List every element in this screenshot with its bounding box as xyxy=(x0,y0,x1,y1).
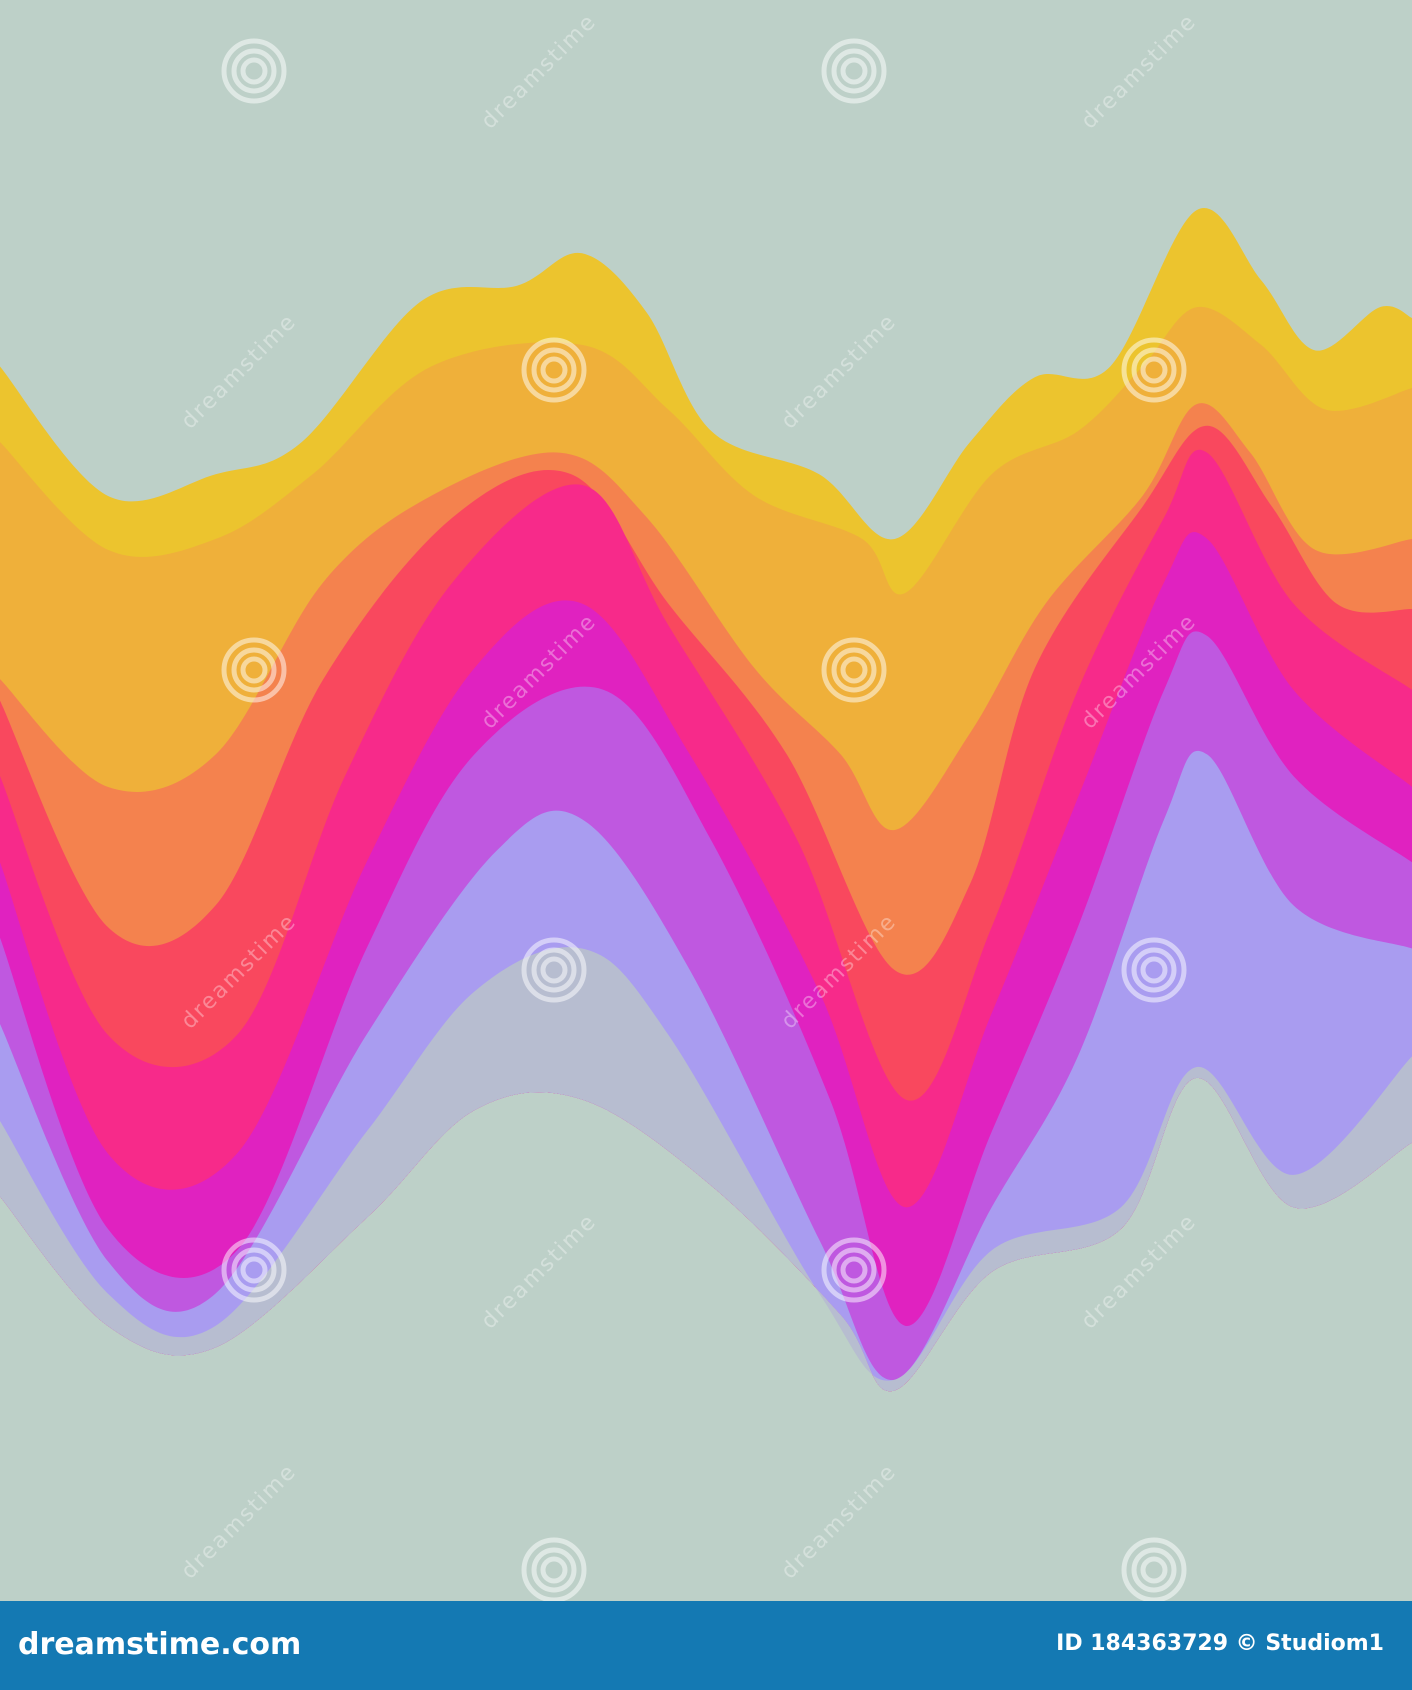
watermark-icon xyxy=(1121,937,1187,1003)
watermark-icon xyxy=(1131,947,1177,993)
watermark-icon xyxy=(521,937,587,1003)
logo[interactable]: dreamstime.com xyxy=(18,1627,302,1662)
watermark-icon xyxy=(221,1237,287,1303)
watermark-icon xyxy=(840,656,868,684)
wave-layer xyxy=(0,947,1412,1392)
watermark-icon xyxy=(240,57,268,85)
watermark-icon xyxy=(1140,956,1168,984)
waves xyxy=(0,208,1412,1392)
watermark-icon xyxy=(821,637,887,703)
image-credit: ID 184363729 © Studiom1 xyxy=(1056,1631,1384,1656)
watermark-icon xyxy=(240,1256,268,1284)
watermark-icon xyxy=(540,956,568,984)
watermark-icon xyxy=(1140,1556,1168,1584)
watermark-icon xyxy=(231,647,277,693)
watermark-icon xyxy=(240,656,268,684)
watermark-icon xyxy=(840,1256,868,1284)
watermark-icon xyxy=(840,57,868,85)
watermark-icon xyxy=(521,337,587,403)
watermark-icon xyxy=(831,1247,877,1293)
watermark-icon xyxy=(540,1556,568,1584)
watermark-icon xyxy=(1121,1537,1187,1601)
footer-bar: dreamstime.com ID 184363729 © Studiom1 xyxy=(0,1601,1412,1690)
watermark-icon xyxy=(231,1247,277,1293)
watermark-icon xyxy=(540,356,568,384)
watermark-icon xyxy=(821,38,887,104)
watermark-icon xyxy=(1131,1547,1177,1593)
watermark-icon xyxy=(521,1537,587,1601)
watermark-icon xyxy=(531,347,577,393)
watermark-icon xyxy=(531,1547,577,1593)
watermark-icon xyxy=(821,1237,887,1303)
watermark-icon xyxy=(221,38,287,104)
watermark-icon xyxy=(1121,337,1187,403)
watermark-icon xyxy=(531,947,577,993)
watermark-icon xyxy=(221,637,287,703)
watermark-icon xyxy=(231,48,277,94)
watermark-icon xyxy=(831,48,877,94)
watermark-icon xyxy=(1131,347,1177,393)
watermark-icon xyxy=(831,647,877,693)
watermark-icon xyxy=(1140,356,1168,384)
